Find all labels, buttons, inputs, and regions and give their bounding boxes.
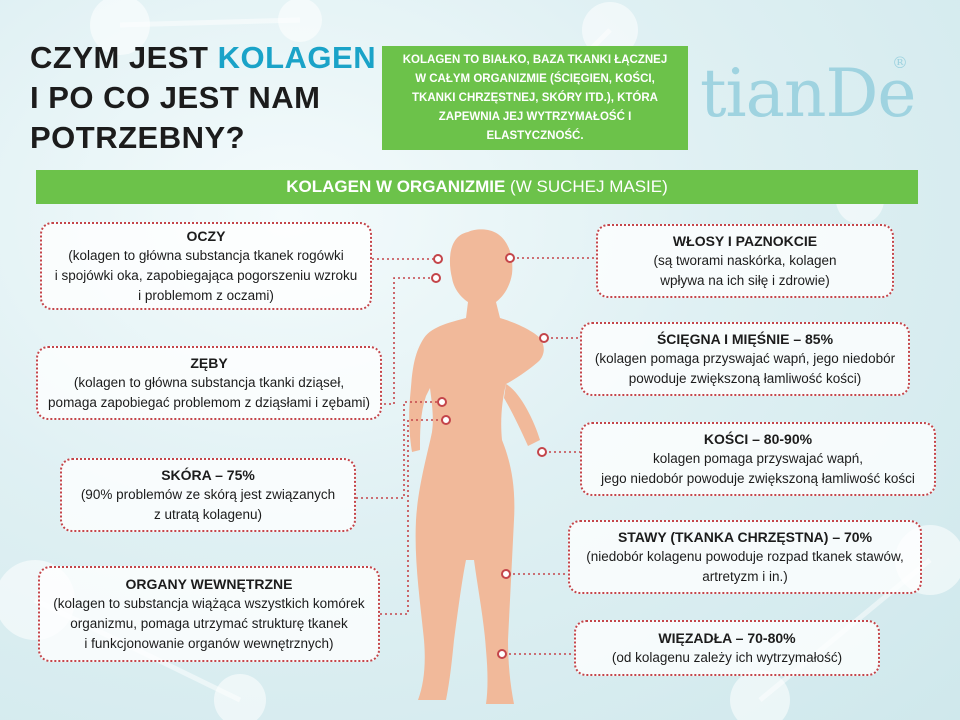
title-highlight: KOLAGEN: [217, 40, 377, 75]
page-title: CZYM JEST KOLAGEN I PO CO JEST NAM POTRZ…: [30, 40, 377, 155]
card-organy: ORGANY WEWNĘTRZNE (kolagen to substancja…: [38, 566, 380, 662]
tiande-logo: tianDe ®: [700, 53, 916, 132]
registered-mark: ®: [892, 53, 908, 72]
card-zeby: ZĘBY (kolagen to główna substancja tkank…: [36, 346, 382, 420]
card-wlosy: WŁOSY I PAZNOKCIE (są tworami naskórka, …: [596, 224, 894, 298]
card-wiezadla: WIĘZADŁA – 70-80% (od kolagenu zależy ic…: [574, 620, 880, 676]
card-sciegna: ŚCIĘGNA I MIĘŚNIE – 85% (kolagen pomaga …: [580, 322, 910, 396]
definition-box: KOLAGEN TO BIAŁKO, BAZA TKANKI ŁĄCZNEJ W…: [382, 46, 688, 150]
card-skora: SKÓRA – 75% (90% problemów ze skórą jest…: [60, 458, 356, 532]
section-banner: KOLAGEN W ORGANIZMIE (W SUCHEJ MASIE): [36, 170, 918, 204]
card-oczy: OCZY (kolagen to główna substancja tkane…: [40, 222, 372, 310]
card-stawy: STAWY (TKANKA CHRZĘSTNA) – 70% (niedobór…: [568, 520, 922, 594]
card-kosci: KOŚCI – 80-90% kolagen pomaga przyswajać…: [580, 422, 936, 496]
